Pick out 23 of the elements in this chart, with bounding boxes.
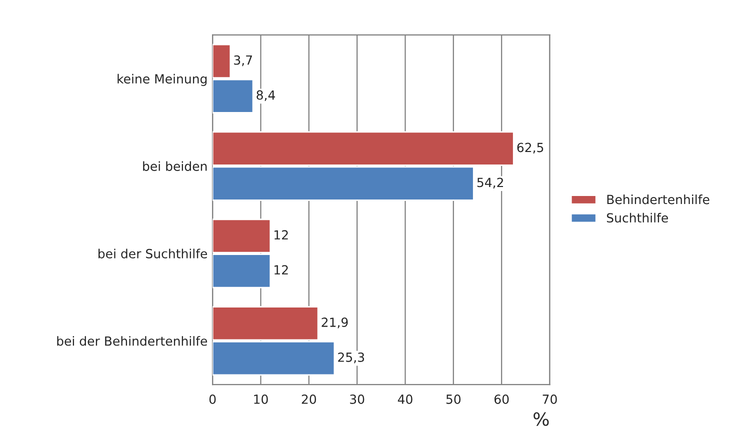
y-tick-label: bei beiden (143, 161, 207, 171)
legend-label: Suchthilfe (606, 212, 668, 223)
data-label: 12 (274, 265, 288, 274)
y-tick-label: bei der Behindertenhilfe (57, 336, 208, 346)
legend-label: Behindertenhilfe (607, 194, 710, 204)
data-label: 3,7 (234, 55, 252, 66)
x-tick-label: 40 (398, 394, 412, 404)
data-label: 25,3 (338, 352, 364, 364)
x-tick-label: 20 (302, 394, 316, 404)
data-label: 8,4 (256, 90, 275, 102)
x-tick-label: 50 (446, 394, 461, 404)
x-tick-label: 60 (494, 394, 509, 404)
y-tick-label: bei der Suchthilfe (98, 248, 208, 258)
x-tick-label: 30 (350, 394, 364, 404)
x-tick-label: 70 (542, 394, 557, 404)
data-label: 12 (274, 230, 288, 240)
x-axis-title: % (534, 412, 549, 426)
data-label: 54,2 (477, 178, 503, 188)
x-tick-label: 0 (209, 394, 216, 404)
x-tick-label: 10 (254, 394, 268, 404)
y-tick-label: keine Meinung (118, 74, 207, 86)
data-label: 62,5 (517, 142, 544, 154)
data-label: 21,9 (322, 318, 348, 328)
